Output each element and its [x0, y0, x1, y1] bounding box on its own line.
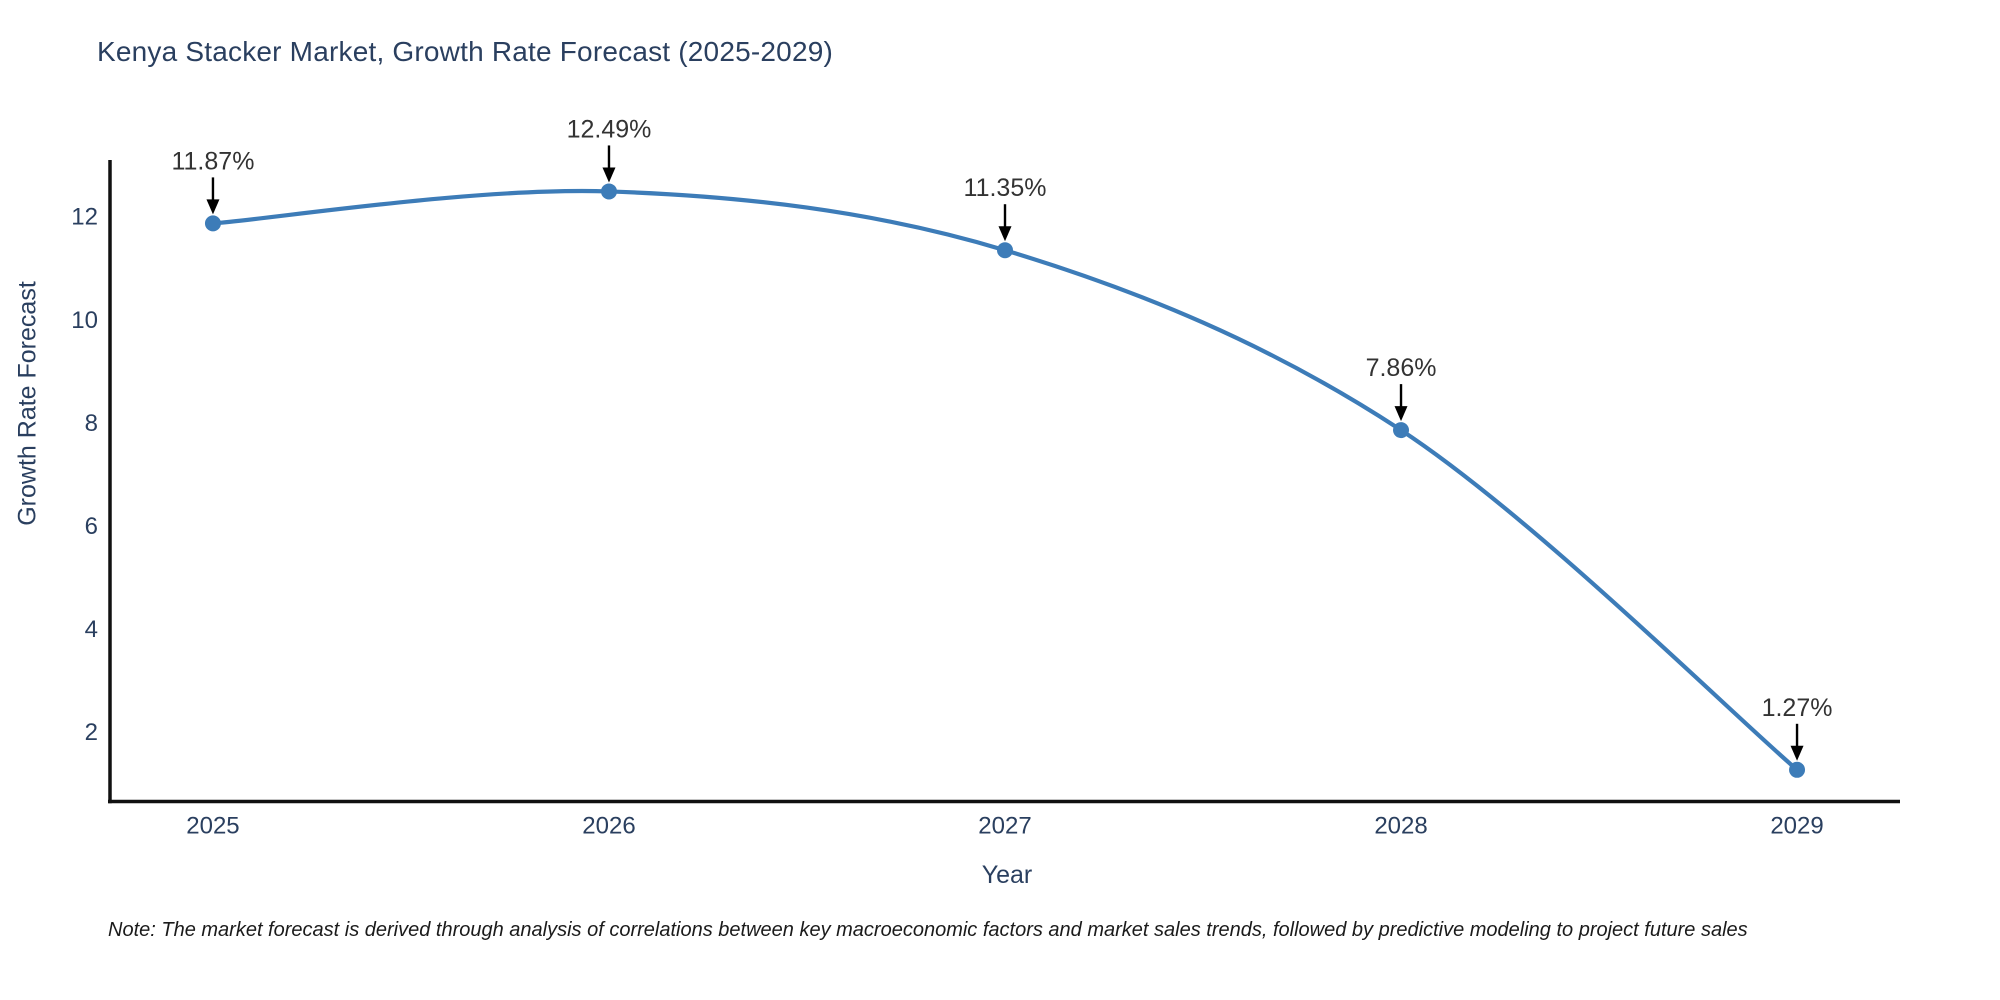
annotation-arrow-head — [206, 199, 220, 215]
y-tick-label: 12 — [71, 204, 98, 231]
x-axis-title: Year — [981, 861, 1033, 889]
y-axis-title: Growth Rate Forecast — [13, 281, 42, 526]
x-tick-label: 2025 — [186, 813, 239, 840]
x-tick-label: 2028 — [1374, 813, 1427, 840]
data-point-marker[interactable] — [997, 242, 1013, 259]
x-tick-label: 2026 — [582, 813, 635, 840]
data-point-marker[interactable] — [1393, 422, 1410, 439]
annotation-arrow-head — [1394, 406, 1408, 422]
y-tick-label: 8 — [85, 410, 98, 437]
annotation-arrow-head — [602, 167, 616, 183]
annotation-arrow-head — [1790, 745, 1804, 761]
y-tick-label: 4 — [85, 616, 98, 643]
chart-title: Kenya Stacker Market, Growth Rate Foreca… — [97, 36, 834, 67]
point-value-label: 1.27% — [1762, 694, 1833, 722]
point-value-label: 11.35% — [964, 174, 1047, 202]
forecast-line — [210, 188, 1800, 772]
y-tick-label: 2 — [85, 719, 98, 746]
data-point-marker[interactable] — [600, 183, 617, 200]
point-value-label: 11.87% — [171, 147, 254, 175]
x-tick-label: 2027 — [978, 813, 1031, 840]
y-tick-label: 6 — [85, 513, 98, 540]
data-point-marker[interactable] — [204, 215, 221, 232]
point-value-label: 7.86% — [1366, 354, 1437, 382]
point-value-label: 12.49% — [567, 115, 652, 143]
x-tick-label: 2029 — [1770, 813, 1823, 840]
data-point-marker[interactable] — [1789, 761, 1806, 778]
y-tick-label: 10 — [71, 307, 98, 334]
footnote: Note: The market forecast is derived thr… — [108, 919, 1748, 941]
annotation-arrow-head — [998, 226, 1012, 242]
